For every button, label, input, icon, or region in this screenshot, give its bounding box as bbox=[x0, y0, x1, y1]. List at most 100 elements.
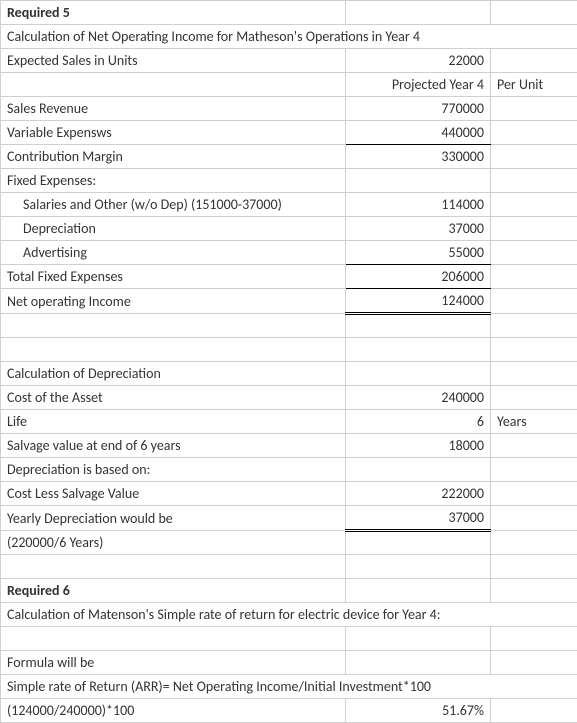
formula-label: Formula will be bbox=[1, 651, 346, 675]
table-row: Cost of the Asset 240000 bbox=[1, 386, 577, 410]
depr-formula-note: (220000/6 Years) bbox=[1, 531, 346, 555]
table-row: (124000/240000)*100 51.67% bbox=[1, 699, 577, 723]
table-row: Variable Expensws 440000 bbox=[1, 121, 577, 145]
table-row: Total Fixed Expenses 206000 bbox=[1, 265, 577, 289]
table-row: (220000/6 Years) bbox=[1, 531, 577, 555]
cell bbox=[346, 458, 491, 482]
cost-less-value: 222000 bbox=[346, 482, 491, 506]
req5-header: Required 5 bbox=[1, 1, 346, 25]
req5-title: Calculation of Net Operating Income for … bbox=[1, 25, 577, 49]
cell bbox=[1, 555, 346, 579]
req6-title: Calculation of Matenson's Simple rate of… bbox=[1, 603, 577, 627]
advertising-label: Advertising bbox=[1, 241, 346, 265]
cell bbox=[491, 241, 577, 265]
table-row: Simple rate of Return (ARR)= Net Operati… bbox=[1, 675, 577, 699]
cell bbox=[1, 627, 346, 651]
noi-label: Net operating Income bbox=[1, 289, 346, 314]
cell bbox=[346, 314, 491, 338]
cell bbox=[491, 1, 577, 25]
col-per-unit: Per Unit bbox=[491, 73, 577, 97]
cost-asset-label: Cost of the Asset bbox=[1, 386, 346, 410]
cell bbox=[491, 217, 577, 241]
cell bbox=[491, 145, 577, 169]
cell bbox=[491, 579, 577, 603]
total-fixed-value: 206000 bbox=[346, 265, 491, 289]
arr-formula: Simple rate of Return (ARR)= Net Operati… bbox=[1, 675, 577, 699]
cell bbox=[491, 289, 577, 314]
cell bbox=[491, 49, 577, 73]
cell bbox=[491, 193, 577, 217]
table-row: Depreciation is based on: bbox=[1, 458, 577, 482]
noi-value: 124000 bbox=[346, 289, 491, 314]
cell bbox=[491, 651, 577, 675]
table-row: Formula will be bbox=[1, 651, 577, 675]
cell bbox=[346, 338, 491, 362]
cell bbox=[346, 627, 491, 651]
cell bbox=[1, 73, 346, 97]
cell bbox=[491, 97, 577, 121]
contribution-label: Contribution Margin bbox=[1, 145, 346, 169]
table-row bbox=[1, 555, 577, 579]
table-row bbox=[1, 314, 577, 338]
arr-calc: (124000/240000)*100 bbox=[1, 699, 346, 723]
table-row: Sales Revenue 770000 bbox=[1, 97, 577, 121]
cell bbox=[1, 314, 346, 338]
life-unit: Years bbox=[491, 410, 577, 434]
table-row: Expected Sales in Units 22000 bbox=[1, 49, 577, 73]
sales-revenue-value: 770000 bbox=[346, 97, 491, 121]
table-row: Required 6 bbox=[1, 579, 577, 603]
table-row: Yearly Depreciation would be 37000 bbox=[1, 506, 577, 531]
table-row: Calculation of Net Operating Income for … bbox=[1, 25, 577, 49]
salvage-value: 18000 bbox=[346, 434, 491, 458]
table-row: Contribution Margin 330000 bbox=[1, 145, 577, 169]
table-row: Salvage value at end of 6 years 18000 bbox=[1, 434, 577, 458]
req6-header: Required 6 bbox=[1, 579, 346, 603]
table-row bbox=[1, 627, 577, 651]
table-row: Net operating Income 124000 bbox=[1, 289, 577, 314]
table-row: Cost Less Salvage Value 222000 bbox=[1, 482, 577, 506]
cell bbox=[491, 386, 577, 410]
salaries-value: 114000 bbox=[346, 193, 491, 217]
depr-calc-header: Calculation of Depreciation bbox=[1, 362, 346, 386]
cell bbox=[1, 338, 346, 362]
expected-units-value: 22000 bbox=[346, 49, 491, 73]
cell bbox=[491, 627, 577, 651]
cell bbox=[491, 699, 577, 723]
cell bbox=[491, 169, 577, 193]
depr-basis-label: Depreciation is based on: bbox=[1, 458, 346, 482]
cell bbox=[491, 531, 577, 555]
depreciation-value: 37000 bbox=[346, 217, 491, 241]
cell bbox=[346, 169, 491, 193]
life-label: Life bbox=[1, 410, 346, 434]
cell bbox=[346, 555, 491, 579]
yearly-depr-value: 37000 bbox=[346, 506, 491, 531]
cell bbox=[491, 434, 577, 458]
cell bbox=[491, 362, 577, 386]
yearly-depr-label: Yearly Depreciation would be bbox=[1, 506, 346, 531]
expected-units-label: Expected Sales in Units bbox=[1, 49, 346, 73]
sales-revenue-label: Sales Revenue bbox=[1, 97, 346, 121]
cell bbox=[491, 482, 577, 506]
depreciation-label: Depreciation bbox=[1, 217, 346, 241]
cell bbox=[491, 121, 577, 145]
fixed-exp-header: Fixed Expenses: bbox=[1, 169, 346, 193]
life-value: 6 bbox=[346, 410, 491, 434]
col-projected: Projected Year 4 bbox=[346, 73, 491, 97]
table-row: Fixed Expenses: bbox=[1, 169, 577, 193]
spreadsheet-table: Required 5 Calculation of Net Operating … bbox=[0, 0, 577, 723]
variable-exp-label: Variable Expensws bbox=[1, 121, 346, 145]
variable-exp-value: 440000 bbox=[346, 121, 491, 145]
cell bbox=[346, 531, 491, 555]
cell bbox=[491, 458, 577, 482]
cell bbox=[346, 579, 491, 603]
table-row: Advertising 55000 bbox=[1, 241, 577, 265]
total-fixed-label: Total Fixed Expenses bbox=[1, 265, 346, 289]
advertising-value: 55000 bbox=[346, 241, 491, 265]
table-row: Depreciation 37000 bbox=[1, 217, 577, 241]
salaries-label: Salaries and Other (w/o Dep) (151000-370… bbox=[1, 193, 346, 217]
cost-less-label: Cost Less Salvage Value bbox=[1, 482, 346, 506]
cell bbox=[346, 362, 491, 386]
cell bbox=[491, 506, 577, 531]
table-row: Required 5 bbox=[1, 1, 577, 25]
cost-asset-value: 240000 bbox=[346, 386, 491, 410]
